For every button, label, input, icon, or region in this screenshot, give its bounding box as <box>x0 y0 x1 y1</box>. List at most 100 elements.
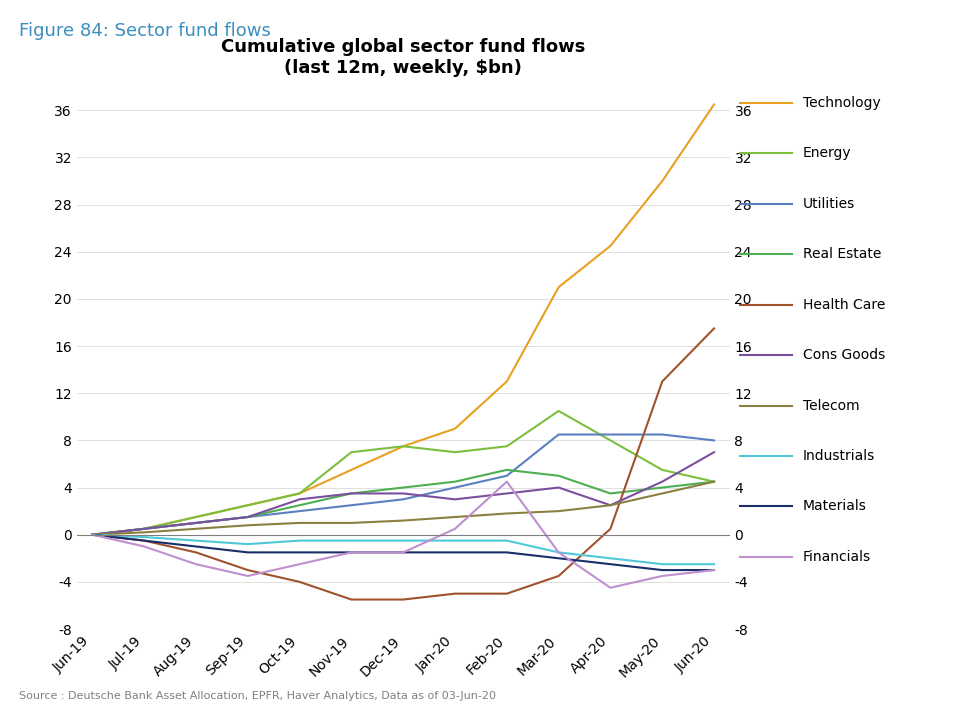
Industrials <box>397 536 409 545</box>
Line: Technology: Technology <box>92 104 714 535</box>
Utilities <box>605 430 616 439</box>
Telecom <box>294 518 305 527</box>
Energy <box>605 436 616 445</box>
Utilities <box>501 471 513 480</box>
Telecom <box>242 521 253 530</box>
Telecom <box>190 524 202 533</box>
Real Estate <box>605 489 616 497</box>
Health Care <box>708 324 720 333</box>
Materials <box>86 531 98 539</box>
Health Care <box>397 595 409 604</box>
Text: Energy: Energy <box>803 147 852 161</box>
Financials <box>553 548 564 557</box>
Health Care <box>657 377 668 386</box>
Real Estate <box>190 518 202 527</box>
Text: Technology: Technology <box>803 96 880 110</box>
Health Care <box>86 531 98 539</box>
Text: Cons Goods: Cons Goods <box>803 348 885 362</box>
Financials <box>190 560 202 568</box>
Materials <box>553 554 564 562</box>
Cons Goods <box>553 483 564 492</box>
Financials <box>294 560 305 568</box>
Line: Cons Goods: Cons Goods <box>92 452 714 535</box>
Technology <box>605 241 616 250</box>
Technology <box>294 489 305 497</box>
Energy <box>449 448 461 456</box>
Real Estate <box>449 477 461 486</box>
Text: Utilities: Utilities <box>803 197 854 211</box>
Technology <box>346 466 357 474</box>
Line: Energy: Energy <box>92 411 714 535</box>
Industrials <box>138 533 150 542</box>
Real Estate <box>346 489 357 497</box>
Telecom <box>397 516 409 525</box>
Financials <box>657 572 668 581</box>
Industrials <box>657 560 668 568</box>
Real Estate <box>397 483 409 492</box>
Energy <box>242 501 253 510</box>
Technology <box>86 531 98 539</box>
Utilities <box>708 436 720 445</box>
Utilities <box>138 524 150 533</box>
Line: Industrials: Industrials <box>92 535 714 564</box>
Industrials <box>86 531 98 539</box>
Cons Goods <box>294 495 305 504</box>
Telecom <box>138 528 150 536</box>
Financials <box>605 583 616 592</box>
Materials <box>708 565 720 574</box>
Financials <box>138 542 150 551</box>
Health Care <box>294 578 305 586</box>
Cons Goods <box>138 524 150 533</box>
Materials <box>657 565 668 574</box>
Telecom <box>86 531 98 539</box>
Industrials <box>449 536 461 545</box>
Technology <box>190 513 202 521</box>
Utilities <box>346 501 357 510</box>
Energy <box>501 442 513 450</box>
Line: Utilities: Utilities <box>92 435 714 535</box>
Text: Real Estate: Real Estate <box>803 247 881 261</box>
Financials <box>708 565 720 574</box>
Utilities <box>553 430 564 439</box>
Materials <box>190 542 202 551</box>
Telecom <box>657 489 668 497</box>
Line: Materials: Materials <box>92 535 714 570</box>
Industrials <box>553 548 564 557</box>
Cons Goods <box>605 501 616 510</box>
Cons Goods <box>501 489 513 497</box>
Technology <box>708 100 720 108</box>
Real Estate <box>708 477 720 486</box>
Health Care <box>138 536 150 545</box>
Cons Goods <box>397 489 409 497</box>
Materials <box>501 548 513 557</box>
Real Estate <box>138 524 150 533</box>
Industrials <box>242 540 253 549</box>
Health Care <box>242 565 253 574</box>
Cons Goods <box>242 513 253 521</box>
Telecom <box>346 518 357 527</box>
Cons Goods <box>449 495 461 504</box>
Real Estate <box>501 466 513 474</box>
Materials <box>605 560 616 568</box>
Financials <box>501 477 513 486</box>
Title: Cumulative global sector fund flows
(last 12m, weekly, $bn): Cumulative global sector fund flows (las… <box>221 38 586 77</box>
Financials <box>86 531 98 539</box>
Financials <box>242 572 253 581</box>
Utilities <box>190 518 202 527</box>
Energy <box>657 466 668 474</box>
Industrials <box>708 560 720 568</box>
Cons Goods <box>346 489 357 497</box>
Text: Source : Deutsche Bank Asset Allocation, EPFR, Haver Analytics, Data as of 03-Ju: Source : Deutsche Bank Asset Allocation,… <box>19 691 496 701</box>
Line: Financials: Financials <box>92 482 714 588</box>
Cons Goods <box>708 448 720 456</box>
Text: Health Care: Health Care <box>803 298 885 312</box>
Line: Health Care: Health Care <box>92 328 714 599</box>
Real Estate <box>294 501 305 510</box>
Health Care <box>190 548 202 557</box>
Text: Industrials: Industrials <box>803 449 875 463</box>
Energy <box>138 524 150 533</box>
Text: Figure 84: Sector fund flows: Figure 84: Sector fund flows <box>19 22 271 40</box>
Financials <box>449 524 461 533</box>
Text: Financials: Financials <box>803 550 871 564</box>
Energy <box>708 477 720 486</box>
